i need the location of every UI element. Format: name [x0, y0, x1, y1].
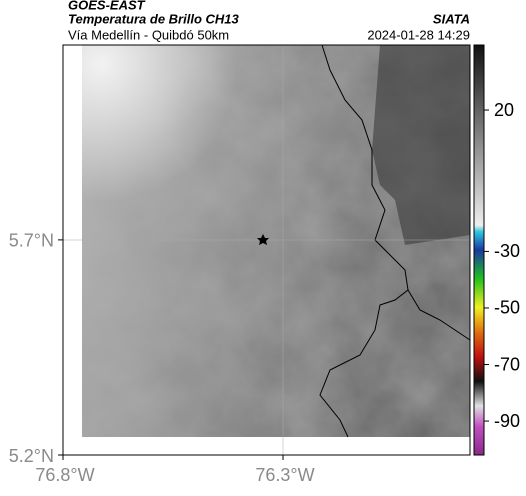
x-tick-label: 76.3°W: [255, 465, 314, 485]
agency: SIATA: [433, 11, 470, 26]
satellite-image: [63, 44, 471, 455]
source: GOES-EAST: [68, 0, 146, 12]
border: [319, 44, 409, 438]
title: Temperatura de Brillo CH13: [68, 11, 240, 26]
colorbar-tick-label: 20: [494, 100, 514, 120]
ticks: 76.8°W 76.3°W 5.7°N 5.2°N 20 -30 -50 -70 -90: [9, 100, 520, 485]
city-marker: [257, 234, 269, 245]
colorbar-tick-label: -70: [494, 354, 520, 374]
y-tick-label: 5.7°N: [9, 231, 54, 251]
colorbar-tick-label: -90: [494, 411, 520, 431]
subtitle: Vía Medellín - Quibdó 50km: [68, 27, 229, 42]
dark-region: [372, 45, 470, 245]
colorbar-tick-label: -50: [494, 298, 520, 318]
x-tick-label: 76.8°W: [35, 465, 94, 485]
y-tick-label: 5.2°N: [9, 446, 54, 466]
colorbar: [473, 44, 485, 456]
map-frame: [62, 44, 471, 456]
border: [407, 289, 471, 341]
colorbar-tick-label: -30: [494, 241, 520, 261]
datetime: 2024-01-28 14:29: [367, 27, 470, 42]
